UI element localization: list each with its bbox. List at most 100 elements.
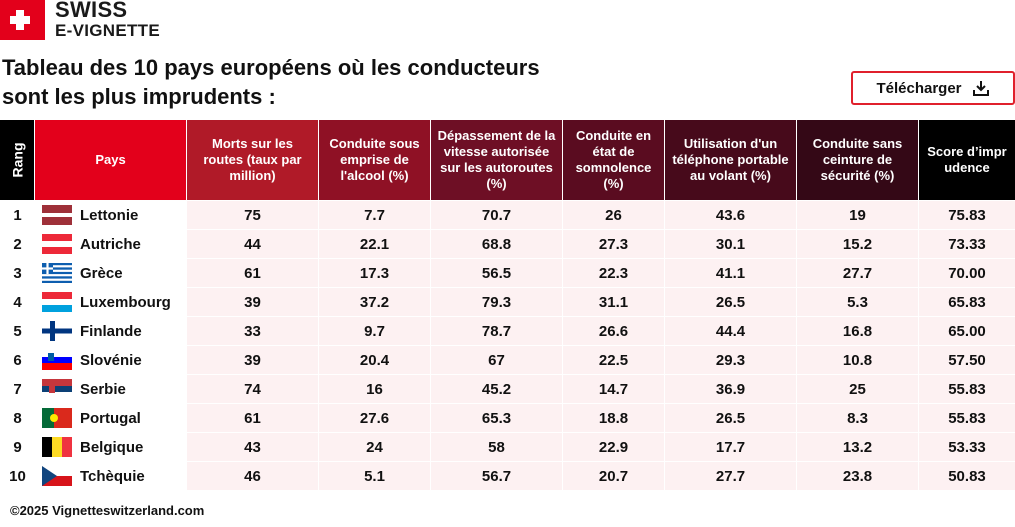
value-cell: 27.3 xyxy=(563,230,664,258)
value-cell: 39 xyxy=(187,288,318,316)
country: Finlande xyxy=(35,317,187,345)
header-label: Conduite en état de somnolence (%) xyxy=(575,128,652,191)
value-cell: 26.5 xyxy=(665,288,796,316)
cell-text: 43.6 xyxy=(715,206,746,224)
cell-text: 22.1 xyxy=(359,235,390,253)
value-cell: 22.5 xyxy=(563,346,664,374)
cell-text: 26.5 xyxy=(715,293,746,311)
cell-text: 3 xyxy=(13,264,22,282)
flag xyxy=(42,466,72,486)
cell-text: 79.3 xyxy=(481,293,512,311)
cell-text: 70.7 xyxy=(481,206,512,224)
value-cell: 56.5 xyxy=(431,259,562,287)
header-label: Utilisation d'un téléphone portable au v… xyxy=(672,136,789,183)
cell-text: 20.4 xyxy=(359,351,390,369)
value-cell: 74 xyxy=(187,375,318,403)
cell-text: 44.4 xyxy=(715,322,746,340)
button-label[interactable]: Télécharger xyxy=(876,79,962,97)
cell-text: 22.9 xyxy=(598,438,629,456)
cell-text: 24 xyxy=(366,438,383,456)
cell-text: 73.33 xyxy=(948,235,986,253)
value-cell: 46 xyxy=(187,462,318,490)
header-label: Morts sur les routes (taux par million) xyxy=(203,136,302,183)
value-cell: 29.3 xyxy=(665,346,796,374)
download-button[interactable]: Télécharger xyxy=(851,71,1015,105)
value-cell: 9.7 xyxy=(319,317,430,345)
value-cell: 26.6 xyxy=(563,317,664,345)
cell-text: 15.2 xyxy=(842,235,873,253)
value-cell: 18.8 xyxy=(563,404,664,432)
cell-text: 65.83 xyxy=(948,293,986,311)
flag xyxy=(42,437,72,457)
cell-text: 18.8 xyxy=(598,409,629,427)
cell-text: 20.7 xyxy=(598,467,629,485)
value-cell: 61 xyxy=(187,259,318,287)
value-cell: 20.4 xyxy=(319,346,430,374)
cell-text: 27.7 xyxy=(842,264,873,282)
cell-text: 74 xyxy=(244,380,261,398)
value-cell: 25 xyxy=(797,375,918,403)
value-cell: 19 xyxy=(797,201,918,229)
column-header: Utilisation d'un téléphone portable au v… xyxy=(665,120,796,200)
value-cell: 5.3 xyxy=(797,288,918,316)
rank: 2 xyxy=(0,230,35,258)
cell-text: 44 xyxy=(244,235,261,253)
cell-text: 7.7 xyxy=(364,206,385,224)
rank: 7 xyxy=(0,375,35,403)
value-cell: 61 xyxy=(187,404,318,432)
cell-text: 30.1 xyxy=(715,235,746,253)
cell-text: 16.8 xyxy=(842,322,873,340)
flag xyxy=(42,350,72,370)
column-header: Rang xyxy=(0,120,34,200)
flag xyxy=(42,292,72,312)
value-cell: 26 xyxy=(563,201,664,229)
rank: 10 xyxy=(0,462,35,490)
cell-text: 29.3 xyxy=(715,351,746,369)
value-cell: 75 xyxy=(187,201,318,229)
value-cell: 43 xyxy=(187,433,318,461)
value-cell: 27.7 xyxy=(665,462,796,490)
value-cell: 16.8 xyxy=(797,317,918,345)
value-cell: 17.7 xyxy=(665,433,796,461)
cell-text: 58 xyxy=(488,438,505,456)
value-cell: 43.6 xyxy=(665,201,796,229)
value-cell: 41.1 xyxy=(665,259,796,287)
rank: 4 xyxy=(0,288,35,316)
column-header: Conduite en état de somnolence (%) xyxy=(563,120,664,200)
cell-text: 25 xyxy=(849,380,866,398)
cell-text: 61 xyxy=(244,264,261,282)
value-cell: 45.2 xyxy=(431,375,562,403)
flag xyxy=(42,234,72,254)
column-header: Conduite sans ceinture de sécurité (%) xyxy=(797,120,918,200)
value-cell: 70.00 xyxy=(919,259,1015,287)
country: Belgique xyxy=(35,433,187,461)
country: Serbie xyxy=(35,375,187,403)
cell-text: 26.5 xyxy=(715,409,746,427)
value-cell: 44.4 xyxy=(665,317,796,345)
value-cell: 10.8 xyxy=(797,346,918,374)
cell-text: 5.3 xyxy=(847,293,868,311)
cell-text: 10.8 xyxy=(842,351,873,369)
value-cell: 44 xyxy=(187,230,318,258)
footer: ©2025 Vignetteswitzerland.com xyxy=(10,503,205,518)
rank: 3 xyxy=(0,259,35,287)
value-cell: 79.3 xyxy=(431,288,562,316)
cell-text: 9.7 xyxy=(364,322,385,340)
cell-text: 7 xyxy=(13,380,22,398)
value-cell: 67 xyxy=(431,346,562,374)
cell-text: 8.3 xyxy=(847,409,868,427)
value-cell: 5.1 xyxy=(319,462,430,490)
value-cell: 26.5 xyxy=(665,404,796,432)
cell-text: 55.83 xyxy=(948,380,986,398)
header-label: Conduite sans ceinture de sécurité (%) xyxy=(812,136,903,183)
cell-text: 9 xyxy=(13,438,22,456)
cell-text: Autriche xyxy=(80,235,141,253)
cell-text: 27.6 xyxy=(359,409,390,427)
title: sont les plus imprudents : xyxy=(2,84,276,109)
cell-text: 56.5 xyxy=(481,264,512,282)
flag xyxy=(42,321,72,341)
cell-text: 61 xyxy=(244,409,261,427)
cell-text: 39 xyxy=(244,293,261,311)
logo-text: SWISS xyxy=(55,0,128,22)
